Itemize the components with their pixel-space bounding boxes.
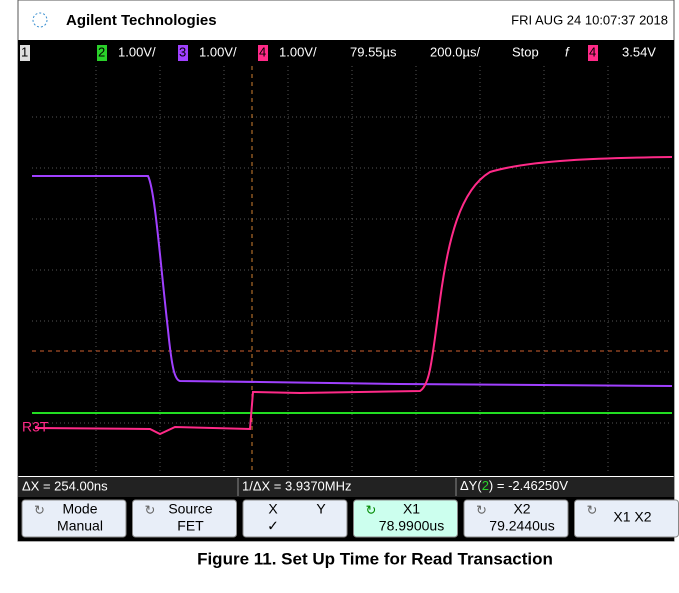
trig-ch: 4 [589, 44, 596, 59]
softkey-title: X1 [403, 501, 420, 517]
delta-y: ΔY(2) = -2.46250V [460, 478, 568, 493]
timebase: 200.0µs/ [430, 44, 481, 59]
softkey-title: Source [168, 501, 213, 517]
ch4: 4 [259, 44, 266, 59]
softkey-value: Manual [57, 518, 103, 534]
delta-x: ΔX = 254.00ns [22, 478, 108, 493]
trig-level: 3.54V [622, 44, 656, 59]
softkey-icon: ↻ [476, 502, 487, 517]
ch1: 1 [21, 44, 28, 59]
logo [32, 12, 48, 28]
run-state: Stop [512, 44, 539, 59]
softkey[interactable] [132, 499, 237, 538]
caption: Figure 11. Set Up Time for Read Transact… [197, 549, 553, 568]
ch4-box [258, 45, 268, 61]
graticule [32, 66, 672, 474]
softkey-value: 79.2440us [489, 518, 554, 534]
inv-delta-x: 1/ΔX = 3.9370MHz [242, 478, 352, 493]
ch3-box [178, 45, 188, 61]
softkey[interactable] [463, 499, 569, 538]
ch3: 3 [179, 44, 186, 59]
softkey-title: X [268, 501, 278, 517]
trig-box [588, 45, 598, 61]
softkey-title: Y [316, 501, 326, 517]
ch4-scale: 1.00V/ [279, 44, 317, 59]
softkey-title: Mode [62, 501, 97, 517]
ch2: 2 [98, 44, 105, 59]
softkey[interactable] [242, 499, 348, 538]
trigger-icon: f [565, 44, 570, 59]
delay: 79.55µs [350, 44, 397, 59]
trace-label: R3T [22, 419, 49, 435]
brand: Agilent Technologies [66, 12, 217, 29]
softkey-icon: ↻ [587, 502, 598, 517]
softkey-title: X1 X2 [613, 509, 651, 525]
screen [18, 66, 674, 476]
status-bar [18, 40, 674, 66]
trace-ch3 [32, 175, 673, 387]
softkey[interactable] [21, 499, 127, 538]
softkey[interactable] [353, 499, 458, 538]
measure-bar [18, 477, 674, 497]
softkey-title: X2 [513, 501, 530, 517]
softkey-icon: ↻ [145, 502, 156, 517]
ch2-scale: 1.00V/ [118, 44, 156, 59]
softkey-icon: ↻ [34, 502, 45, 517]
ch1-box [20, 45, 30, 61]
softkey-value: ✓ [267, 518, 279, 534]
status: 1 2 1.00V/ 3 1.00V/ 4 1.00V/ 79.55µs 200… [20, 44, 656, 61]
ch2-box [97, 45, 107, 61]
softkey-icon: ↻ [366, 502, 377, 517]
softkey-value: 78.9900us [379, 518, 444, 534]
datetime: FRI AUG 24 10:07:37 2018 [511, 12, 668, 27]
softkey-value: FET [177, 518, 204, 534]
ch3-scale: 1.00V/ [199, 44, 237, 59]
trace-ch4 [34, 156, 673, 436]
